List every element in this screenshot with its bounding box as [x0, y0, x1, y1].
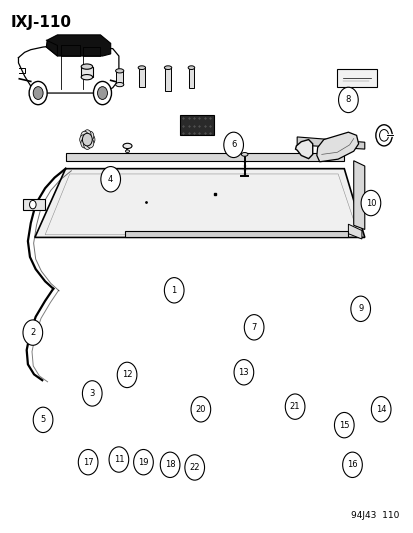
Text: 12: 12: [121, 370, 132, 379]
Circle shape: [109, 447, 128, 472]
Circle shape: [101, 166, 120, 192]
Bar: [139, 68, 145, 87]
Bar: [180, 115, 214, 135]
Text: 14: 14: [375, 405, 385, 414]
Ellipse shape: [123, 143, 132, 149]
Text: 10: 10: [365, 198, 375, 207]
Text: 17: 17: [83, 458, 93, 467]
Circle shape: [86, 131, 94, 141]
Polygon shape: [46, 35, 110, 56]
Text: 21: 21: [289, 402, 300, 411]
Circle shape: [342, 452, 361, 478]
Ellipse shape: [125, 150, 129, 152]
Text: 18: 18: [164, 461, 175, 470]
Circle shape: [334, 413, 353, 438]
Text: 19: 19: [138, 458, 148, 467]
Text: 2: 2: [30, 328, 36, 337]
Bar: [24, 199, 45, 211]
Bar: [81, 67, 93, 77]
Text: 9: 9: [357, 304, 363, 313]
Text: 3: 3: [89, 389, 95, 398]
Bar: [337, 69, 377, 87]
Bar: [342, 95, 351, 109]
Text: 11: 11: [113, 455, 124, 464]
Circle shape: [190, 397, 210, 422]
Text: 16: 16: [347, 461, 357, 470]
Ellipse shape: [115, 69, 123, 73]
Circle shape: [33, 87, 43, 100]
Circle shape: [83, 140, 91, 149]
Ellipse shape: [81, 75, 93, 80]
Circle shape: [164, 278, 184, 303]
Circle shape: [233, 360, 253, 385]
Circle shape: [185, 455, 204, 480]
Circle shape: [83, 130, 91, 139]
Circle shape: [117, 362, 137, 387]
Circle shape: [244, 314, 263, 340]
Circle shape: [285, 394, 304, 419]
Polygon shape: [295, 140, 312, 159]
Circle shape: [29, 200, 36, 209]
Text: IXJ-110: IXJ-110: [10, 15, 71, 30]
Circle shape: [375, 125, 391, 146]
Circle shape: [379, 130, 388, 141]
Circle shape: [82, 381, 102, 406]
Bar: [165, 68, 171, 91]
Circle shape: [338, 87, 357, 112]
Ellipse shape: [241, 152, 247, 156]
Circle shape: [370, 397, 390, 422]
Text: 6: 6: [230, 140, 236, 149]
Text: 7: 7: [251, 323, 256, 332]
Text: 1: 1: [171, 286, 176, 295]
Polygon shape: [65, 153, 344, 161]
Polygon shape: [316, 132, 358, 162]
Circle shape: [80, 135, 87, 144]
Ellipse shape: [188, 66, 194, 69]
Circle shape: [86, 139, 94, 148]
Circle shape: [360, 190, 380, 216]
Circle shape: [33, 407, 53, 433]
Circle shape: [97, 87, 107, 100]
Circle shape: [23, 320, 43, 345]
Ellipse shape: [81, 64, 93, 69]
Text: 4: 4: [108, 175, 113, 184]
Bar: [188, 68, 193, 88]
Polygon shape: [35, 168, 364, 237]
Circle shape: [88, 135, 95, 144]
Circle shape: [81, 139, 88, 148]
Ellipse shape: [115, 83, 123, 87]
Circle shape: [81, 131, 88, 141]
Circle shape: [29, 82, 47, 104]
Text: 15: 15: [338, 421, 349, 430]
Circle shape: [78, 449, 98, 475]
Bar: [116, 71, 123, 85]
Text: 13: 13: [238, 368, 249, 377]
Text: 20: 20: [195, 405, 206, 414]
Polygon shape: [353, 161, 364, 230]
Polygon shape: [348, 224, 361, 239]
Ellipse shape: [138, 66, 145, 69]
Text: 22: 22: [189, 463, 199, 472]
Polygon shape: [125, 231, 348, 237]
Circle shape: [160, 452, 180, 478]
Ellipse shape: [164, 66, 171, 69]
Text: 94J43  110: 94J43 110: [350, 511, 399, 520]
Text: 5: 5: [40, 415, 45, 424]
Circle shape: [133, 449, 153, 475]
Circle shape: [82, 133, 92, 146]
Circle shape: [350, 296, 370, 321]
Text: 8: 8: [345, 95, 350, 104]
Circle shape: [93, 82, 111, 104]
Polygon shape: [297, 137, 364, 149]
Circle shape: [223, 132, 243, 158]
